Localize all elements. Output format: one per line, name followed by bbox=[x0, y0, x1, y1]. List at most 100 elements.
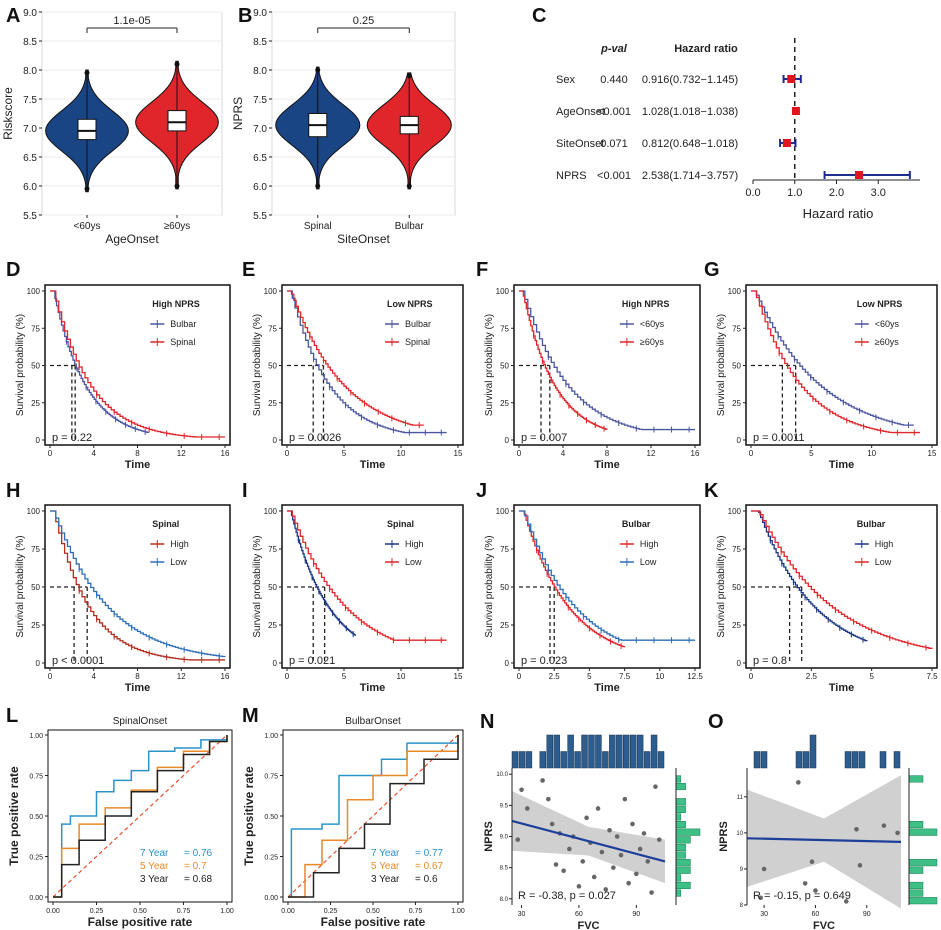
x-axis-label: Time bbox=[125, 682, 150, 694]
legend-title: Low NPRS bbox=[857, 299, 903, 309]
plot-frame bbox=[745, 504, 938, 669]
x-tick-label: 1.00 bbox=[220, 908, 234, 915]
legend-title: Spinal bbox=[152, 519, 179, 529]
scatter-point bbox=[549, 821, 555, 827]
x-tick-label: 0 bbox=[285, 672, 290, 681]
plot-frame bbox=[281, 284, 464, 446]
roc-curve-2 bbox=[53, 735, 228, 898]
outlier-point bbox=[84, 186, 90, 192]
panel-label-J: J bbox=[476, 480, 487, 502]
histogram-bar-y bbox=[675, 866, 691, 874]
y-tick-label: 7.5 bbox=[23, 95, 37, 106]
y-tick-label: 6.5 bbox=[253, 153, 267, 164]
x-tick-label: 15 bbox=[454, 449, 463, 458]
forest-row-pvalue: 0.440 bbox=[600, 74, 628, 86]
y-axis-label: NPRS bbox=[231, 97, 245, 130]
histogram-bar-y bbox=[675, 851, 686, 859]
legend-title: Low NPRS bbox=[387, 299, 433, 309]
x-tick-label: 10 bbox=[655, 672, 664, 681]
y-tick-label: 0 bbox=[737, 659, 742, 668]
x-tick-label: 2.0 bbox=[829, 187, 844, 199]
scatter-point bbox=[854, 826, 859, 832]
roc-legend-label: 3 Year bbox=[140, 874, 169, 885]
y-axis-label: Survival probability (%) bbox=[252, 535, 263, 637]
y-tick-label: 7.5 bbox=[253, 95, 267, 106]
legend-title: Bulbar bbox=[622, 519, 651, 529]
y-tick-label: 8.5 bbox=[23, 37, 37, 48]
y-tick-label: 8.0 bbox=[253, 66, 267, 77]
legend-label: High bbox=[170, 539, 189, 549]
panel-label-E: E bbox=[242, 259, 255, 281]
x-tick-label: ≥60ys bbox=[164, 221, 191, 232]
histogram-bar-y bbox=[908, 889, 924, 897]
forest-row-hr: 2.538(1.714−3.757) bbox=[642, 170, 738, 182]
roc-legend-auc: = 0.77 bbox=[415, 848, 444, 859]
roc-curve-0 bbox=[288, 735, 459, 898]
km-panel-G: 0 25 50 75 100 0 5 10 15 Time Survival probability… bbox=[716, 284, 938, 471]
histogram-bar-x bbox=[858, 751, 866, 769]
y-axis-label: Survival probability (%) bbox=[484, 314, 495, 416]
km-curve-1 bbox=[50, 510, 226, 658]
y-tick-label: 5.5 bbox=[23, 211, 37, 222]
y-tick-label: 50 bbox=[268, 362, 277, 371]
y-tick-label: 0.25 bbox=[29, 855, 43, 862]
scatter-point bbox=[645, 859, 651, 864]
scatter-point bbox=[618, 852, 624, 858]
forest-row-label: Sex bbox=[556, 74, 575, 86]
y-tick-label: 75 bbox=[268, 324, 277, 333]
x-tick-label: 0.25 bbox=[90, 908, 104, 915]
y-tick-label: 25 bbox=[31, 621, 40, 630]
panel-label-B: B bbox=[238, 5, 252, 27]
histogram-bar-x bbox=[657, 751, 665, 769]
p-value-label: p = 0.22 bbox=[52, 432, 92, 444]
y-tick-label: 1.00 bbox=[29, 733, 43, 740]
y-axis-label: Survival probability (%) bbox=[716, 535, 727, 637]
histogram-bar-y bbox=[675, 836, 691, 844]
legend-label: ≥60ys bbox=[875, 337, 899, 347]
scatter-point bbox=[546, 796, 551, 802]
y-tick-label: 50 bbox=[31, 362, 40, 371]
km-curve-0 bbox=[287, 510, 357, 636]
y-tick-label: 50 bbox=[732, 362, 741, 371]
scatter-point bbox=[813, 888, 818, 893]
roc-panel-L: SpinalOnset 0.000.00 0.25 0.25 0.50 0.50 0.75 0… bbox=[7, 716, 234, 929]
x-tick-label: 90 bbox=[863, 911, 871, 918]
outlier-point bbox=[315, 183, 321, 189]
histogram-bar-y bbox=[675, 859, 691, 867]
panel-label-D: D bbox=[6, 259, 20, 281]
histogram-bar-x bbox=[525, 751, 533, 769]
violin-panel-B: 5.5 6.0 6.5 7.0 7.5 8.0 8.5 9.0 Spinal Bulbar 0.25… bbox=[231, 8, 456, 246]
legend-label: Spinal bbox=[170, 337, 195, 347]
hr-point bbox=[787, 75, 796, 83]
y-tick-label: 8.5 bbox=[500, 866, 509, 872]
km-panel-I: 0 25 50 75 100 0 5 10 15 Time Survival probability… bbox=[252, 504, 464, 694]
y-tick-label: 0 bbox=[505, 436, 510, 445]
panel-label-I: I bbox=[242, 480, 248, 502]
y-tick-label: 25 bbox=[500, 621, 509, 630]
y-tick-label: 9.0 bbox=[253, 8, 267, 19]
x-tick-label: 0.75 bbox=[409, 908, 423, 915]
y-tick-label: 0 bbox=[273, 436, 278, 445]
y-tick-label: 1.00 bbox=[264, 733, 278, 740]
x-tick-label: 5 bbox=[342, 672, 347, 681]
y-axis-label: Survival probability (%) bbox=[15, 314, 26, 416]
scatter-point bbox=[802, 881, 808, 886]
x-axis-label: AgeOnset bbox=[105, 232, 159, 246]
roc-title: BulbarOnset bbox=[345, 716, 401, 727]
y-tick-label: 0 bbox=[505, 659, 510, 668]
km-curve-0 bbox=[519, 290, 695, 431]
y-tick-label: 6.0 bbox=[253, 182, 267, 193]
y-tick-label: 100 bbox=[728, 287, 742, 296]
y-tick-label: 75 bbox=[732, 545, 741, 554]
y-tick-label: 9 bbox=[740, 867, 744, 873]
outlier-point bbox=[174, 183, 180, 189]
y-tick-label: 75 bbox=[31, 545, 40, 554]
scatter-point bbox=[895, 830, 900, 836]
roc-curve-2 bbox=[288, 735, 459, 898]
confidence-band bbox=[512, 791, 665, 884]
p-value-label: 1.1e-05 bbox=[113, 15, 150, 27]
y-axis-label: Riskscore bbox=[1, 87, 15, 140]
scatter-point bbox=[843, 899, 849, 904]
x-axis-label: False positive rate bbox=[88, 915, 193, 929]
x-tick-label: <60ys bbox=[74, 221, 101, 232]
